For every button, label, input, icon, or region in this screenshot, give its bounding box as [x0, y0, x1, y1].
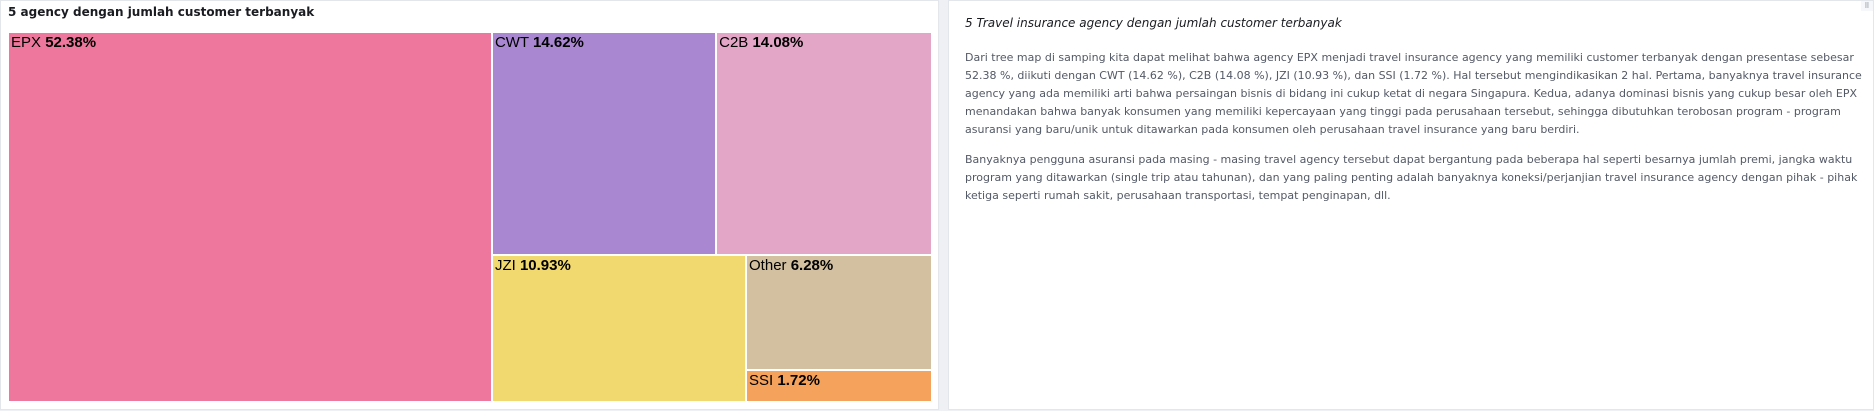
panel-title: 5 agency dengan jumlah customer terbanya… [8, 5, 315, 19]
treemap-tile-other[interactable]: Other 6.28% [746, 254, 932, 371]
treemap-tile-jzi[interactable]: JZI 10.93% [491, 254, 747, 402]
panel-options-icon[interactable]: ⠿ [1861, 1, 1873, 11]
treemap-label-other: Other 6.28% [749, 257, 833, 274]
markdown-title: 5 Travel insurance agency dengan jumlah … [965, 16, 1342, 30]
treemap-tile-epx[interactable]: EPX 52.38% [8, 32, 492, 402]
treemap-label-ssi: SSI 1.72% [749, 372, 820, 389]
treemap-value-label: 6.28% [790, 256, 834, 274]
treemap-category-label: EPX [11, 34, 46, 51]
treemap-value-label: 1.72% [777, 372, 820, 390]
markdown-paragraph-2: Banyaknya pengguna asuransi pada masing … [965, 153, 1858, 202]
treemap-tile-c2b[interactable]: C2B 14.08% [716, 32, 932, 255]
treemap-tile-cwt[interactable]: CWT 14.62% [491, 32, 717, 255]
treemap-label-c2b: C2B 14.08% [719, 34, 803, 51]
treemap-value-label: 52.38% [45, 34, 97, 51]
treemap-value-label: 10.93% [519, 256, 571, 274]
treemap-label-epx: EPX 52.38% [11, 34, 96, 51]
markdown-paragraph-1: Dari tree map di samping kita dapat meli… [965, 51, 1862, 136]
treemap-panel: 5 agency dengan jumlah customer terbanya… [0, 0, 939, 410]
treemap-category-label: CWT [494, 34, 533, 51]
treemap-value-label: 14.08% [752, 34, 804, 51]
treemap-category-label: SSI [749, 372, 778, 390]
treemap-label-cwt: CWT 14.62% [495, 34, 584, 51]
treemap-value-label: 14.62% [533, 34, 584, 51]
treemap-category-label: JZI [494, 256, 520, 274]
treemap-category-label: C2B [719, 34, 753, 51]
treemap-category-label: Other [749, 256, 791, 274]
treemap-label-jzi: JZI 10.93% [495, 257, 571, 274]
treemap-tile-ssi[interactable]: SSI 1.72% [746, 370, 932, 402]
markdown-panel: 5 Travel insurance agency dengan jumlah … [948, 0, 1874, 410]
treemap-chart: EPX 52.38% CWT 14.62% C2B 14.08% JZI 10.93%… [8, 32, 932, 402]
